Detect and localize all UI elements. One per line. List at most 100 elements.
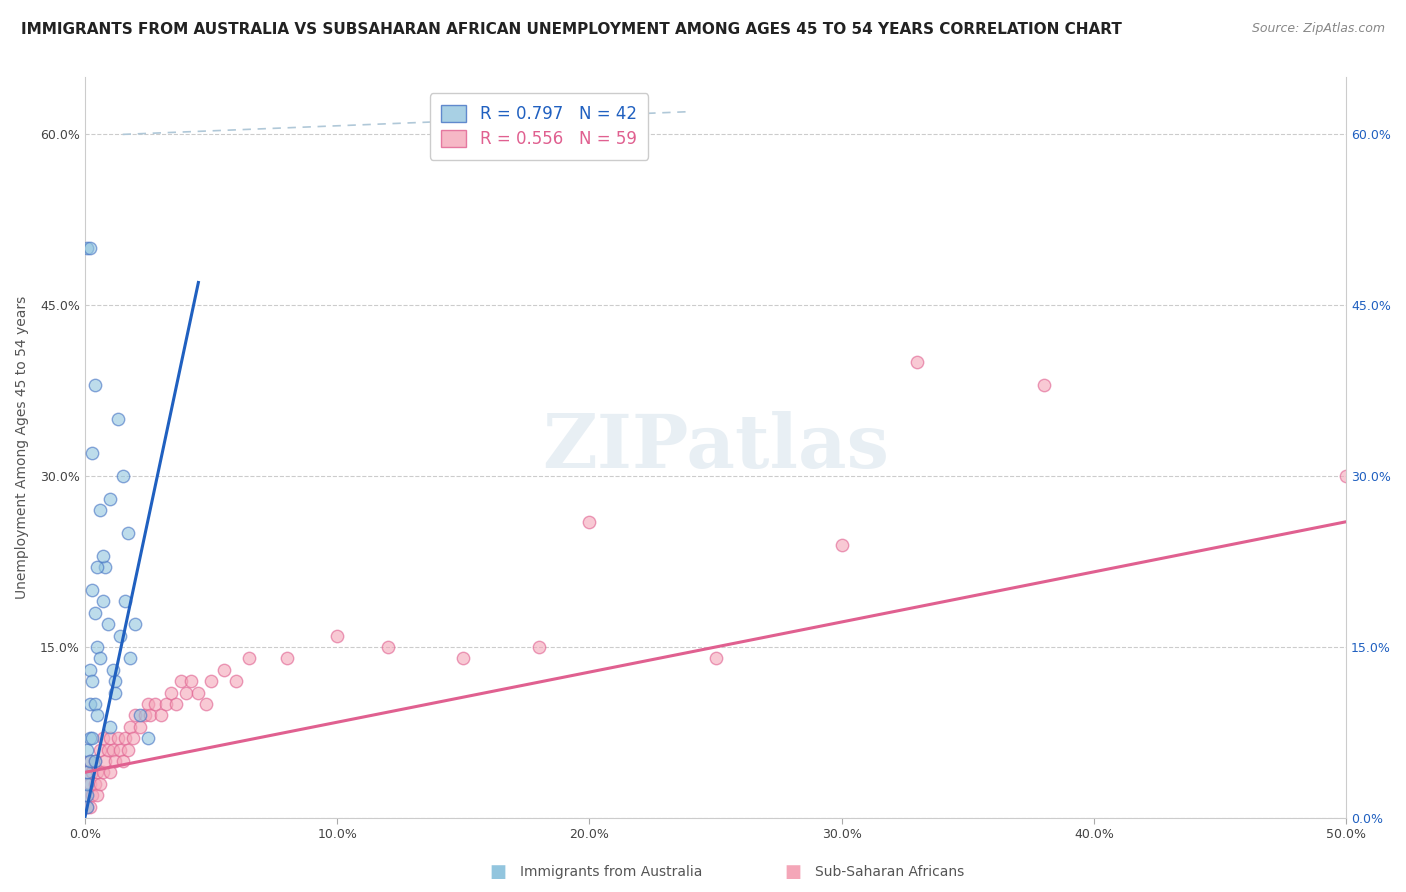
- Text: Immigrants from Australia: Immigrants from Australia: [520, 865, 703, 880]
- Point: [170, 674, 193, 689]
- Point: [84, 754, 107, 768]
- Point: [79, 777, 101, 791]
- Point: [107, 731, 129, 746]
- Point: [377, 640, 399, 654]
- Point: [174, 685, 197, 699]
- Point: [79, 754, 101, 768]
- Point: [76, 788, 98, 802]
- Point: [86, 788, 108, 802]
- Point: [101, 663, 124, 677]
- Point: [89, 503, 111, 517]
- Point: [578, 515, 600, 529]
- Point: [326, 629, 349, 643]
- Point: [84, 606, 107, 620]
- Point: [165, 697, 187, 711]
- Point: [108, 629, 131, 643]
- Point: [91, 731, 114, 746]
- Point: [79, 663, 101, 677]
- Point: [82, 674, 104, 689]
- Point: [76, 241, 98, 255]
- Text: Sub-Saharan Africans: Sub-Saharan Africans: [815, 865, 965, 880]
- Point: [84, 754, 107, 768]
- Point: [82, 731, 104, 746]
- Point: [451, 651, 474, 665]
- Point: [91, 549, 114, 563]
- Point: [104, 754, 127, 768]
- Text: Source: ZipAtlas.com: Source: ZipAtlas.com: [1251, 22, 1385, 36]
- Point: [76, 799, 98, 814]
- Point: [238, 651, 260, 665]
- Point: [108, 742, 131, 756]
- Y-axis label: Unemployment Among Ages 45 to 54 years: Unemployment Among Ages 45 to 54 years: [15, 296, 30, 599]
- Point: [124, 617, 146, 632]
- Point: [149, 708, 172, 723]
- Point: [76, 765, 98, 780]
- Point: [136, 731, 159, 746]
- Point: [145, 697, 167, 711]
- Point: [76, 765, 98, 780]
- Point: [79, 799, 101, 814]
- Point: [159, 685, 181, 699]
- Point: [107, 412, 129, 426]
- Point: [124, 708, 146, 723]
- Point: [82, 583, 104, 598]
- Point: [276, 651, 298, 665]
- Point: [86, 560, 108, 574]
- Point: [82, 788, 104, 802]
- Point: [89, 777, 111, 791]
- Point: [200, 674, 222, 689]
- Point: [187, 685, 209, 699]
- Point: [98, 765, 121, 780]
- Point: [76, 777, 98, 791]
- Point: [94, 754, 117, 768]
- Point: [134, 708, 156, 723]
- Point: [91, 765, 114, 780]
- Point: [79, 731, 101, 746]
- Point: [98, 491, 121, 506]
- Point: [84, 697, 107, 711]
- Point: [86, 765, 108, 780]
- Point: [94, 560, 117, 574]
- Point: [79, 697, 101, 711]
- Point: [212, 663, 235, 677]
- Point: [1032, 378, 1054, 392]
- Point: [76, 742, 98, 756]
- Point: [129, 708, 152, 723]
- Point: [111, 754, 134, 768]
- Point: [82, 765, 104, 780]
- Point: [86, 640, 108, 654]
- Point: [194, 697, 217, 711]
- Point: [180, 674, 202, 689]
- Point: [225, 674, 247, 689]
- Point: [76, 788, 98, 802]
- Point: [155, 697, 177, 711]
- Point: [82, 446, 104, 460]
- Point: [101, 742, 124, 756]
- Point: [89, 651, 111, 665]
- Point: [89, 742, 111, 756]
- Point: [905, 355, 928, 369]
- Point: [114, 594, 136, 608]
- Point: [129, 720, 152, 734]
- Point: [111, 469, 134, 483]
- Point: [98, 720, 121, 734]
- Point: [117, 526, 139, 541]
- Text: IMMIGRANTS FROM AUSTRALIA VS SUBSAHARAN AFRICAN UNEMPLOYMENT AMONG AGES 45 TO 54: IMMIGRANTS FROM AUSTRALIA VS SUBSAHARAN …: [21, 22, 1122, 37]
- Point: [527, 640, 550, 654]
- Point: [84, 777, 107, 791]
- Point: [120, 720, 142, 734]
- Point: [79, 754, 101, 768]
- Point: [117, 742, 139, 756]
- Point: [84, 378, 107, 392]
- Text: ZIPatlas: ZIPatlas: [543, 411, 889, 484]
- Point: [120, 651, 142, 665]
- Text: ■: ■: [489, 863, 506, 881]
- Point: [114, 731, 136, 746]
- Point: [96, 617, 118, 632]
- Text: ■: ■: [785, 863, 801, 881]
- Point: [104, 674, 127, 689]
- Point: [831, 537, 853, 551]
- Point: [139, 708, 162, 723]
- Point: [104, 685, 127, 699]
- Point: [76, 799, 98, 814]
